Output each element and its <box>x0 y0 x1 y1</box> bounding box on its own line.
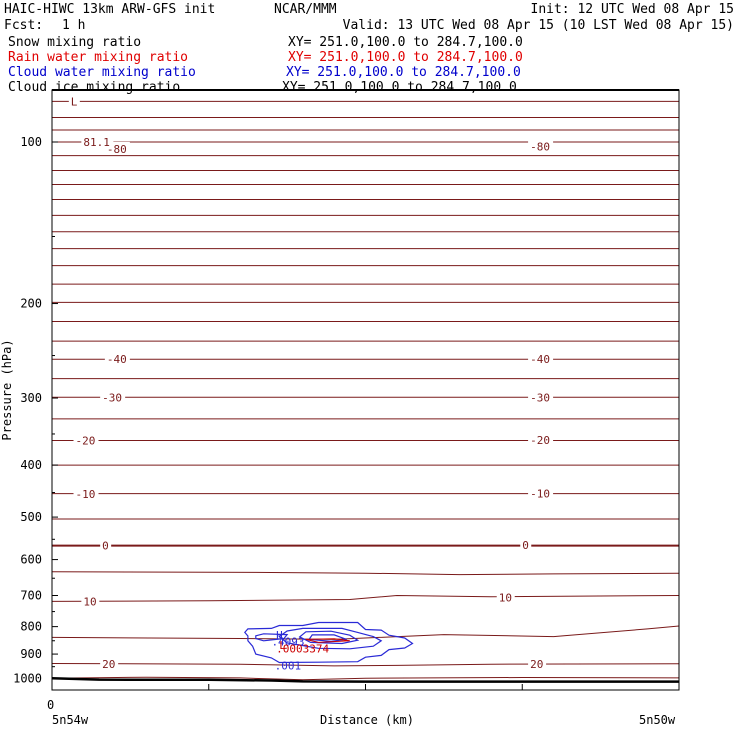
y-tick-label: 500 <box>20 510 42 524</box>
top-label-bg <box>81 135 114 149</box>
isotherm-label: 10 <box>83 595 96 608</box>
y-tick-label: 300 <box>20 391 42 405</box>
y-tick-label: 800 <box>20 620 42 634</box>
header-model: HAIC-HIWC 13km ARW-GFS init <box>4 2 216 17</box>
isotherm-label-bg <box>528 656 547 670</box>
cloud-water-contour <box>298 630 360 645</box>
top-label: L <box>71 95 78 108</box>
isotherm-label-bg <box>520 538 532 552</box>
isotherm-label: 20 <box>102 658 115 671</box>
cloud-label: H <box>276 629 283 642</box>
isotherm-label: 0 <box>522 539 529 552</box>
header-init: Init: 12 UTC Wed 08 Apr 15 <box>530 2 735 17</box>
isotherm <box>51 625 680 640</box>
isotherm <box>51 594 680 602</box>
isotherm-label-bg <box>496 590 515 604</box>
cloud-water-contour <box>255 633 289 642</box>
field-xy-snow: XY= 251.0,100.0 to 284.7,100.0 <box>288 35 523 50</box>
isotherm-label-bg <box>528 352 554 366</box>
isotherm-label: -10 <box>76 488 96 501</box>
isotherm-label-bg <box>528 486 554 500</box>
x-right-label: 5n50w <box>639 713 676 727</box>
isotherm-label-bg <box>104 352 130 366</box>
cloud-label: .4093 <box>271 635 304 648</box>
top-label: 81.1 <box>83 136 110 149</box>
header-center: NCAR/MMM <box>274 2 337 17</box>
temperature-contours <box>51 100 680 681</box>
isotherm <box>51 663 680 667</box>
field-name-snow: Snow mixing ratio <box>8 35 142 50</box>
isotherm-label: -80 <box>530 141 550 154</box>
isotherm-label-bg <box>528 390 554 404</box>
isotherm-label-bg <box>81 594 100 608</box>
plot-frame <box>51 89 680 691</box>
field-xy-rain: XY= 251.0,100.0 to 284.7,100.0 <box>288 50 523 65</box>
isotherm-label: -20 <box>530 434 550 447</box>
field-xy-cloud-water: XY= 251.0,100.0 to 284.7,100.0 <box>286 65 521 80</box>
y-tick-label: 900 <box>20 647 42 661</box>
cloud-water-contours <box>244 621 414 664</box>
y-axis: 100 200 300 400 500 600 700 800 900 1000 <box>13 135 58 686</box>
y-tick-label: 700 <box>20 589 42 603</box>
y-tick-label: 400 <box>20 458 42 472</box>
rain-label: L <box>279 639 286 652</box>
isotherm-label-bg <box>528 139 554 153</box>
y-tick-label: 600 <box>20 553 42 567</box>
field-name-cloud-water: Cloud water mixing ratio <box>8 65 196 80</box>
isotherm-label: -20 <box>76 435 96 448</box>
top-label-bg <box>68 94 80 108</box>
isotherm <box>51 571 680 576</box>
isotherm-label-bg <box>100 656 119 670</box>
y-axis-label: Pressure (hPa) <box>0 339 14 441</box>
isotherm <box>51 676 680 681</box>
x-axis <box>51 684 680 690</box>
x-left-label: 5n54w <box>52 713 89 727</box>
cloud-label: .001 <box>275 659 302 672</box>
isotherm-label-bg <box>100 538 112 552</box>
header-fcst-value: 1 h <box>62 18 86 33</box>
y-tick-label: 200 <box>20 297 42 311</box>
rain-label: .0003374 <box>276 642 329 655</box>
y-tick-label: 100 <box>20 135 42 149</box>
x-zero-label: 0 <box>47 698 55 712</box>
cloud-water-contour <box>244 621 414 664</box>
header-fcst-label: Fcst: <box>4 18 44 33</box>
isotherm-label: -30 <box>102 391 122 404</box>
isotherm-label-bg <box>100 390 126 404</box>
rain-water-contours <box>305 638 350 643</box>
isotherm-label: -10 <box>530 488 550 501</box>
isotherm-label-bg <box>73 487 99 501</box>
terrain-line <box>51 676 679 683</box>
rain-water-contour <box>305 638 350 643</box>
isotherm-label-bg <box>528 432 554 446</box>
x-axis-label: Distance (km) <box>320 713 414 727</box>
isotherm-label-bg <box>73 433 99 447</box>
isotherm-label: -40 <box>530 353 550 366</box>
cloud-water-contour <box>308 634 347 642</box>
header-valid: Valid: 13 UTC Wed 08 Apr 15 (10 LST Wed … <box>342 18 734 33</box>
field-name-rain: Rain water mixing ratio <box>8 50 189 65</box>
y-tick-label: 1000 <box>13 672 42 686</box>
terrain-surface <box>51 676 679 683</box>
isotherm-label: 20 <box>530 658 543 671</box>
isotherm-label: 10 <box>499 591 512 604</box>
isotherm-label: -40 <box>107 353 127 366</box>
cloud-water-contour <box>278 627 383 650</box>
isotherm-label: -30 <box>530 391 550 404</box>
isotherm-label: 0 <box>102 540 109 553</box>
